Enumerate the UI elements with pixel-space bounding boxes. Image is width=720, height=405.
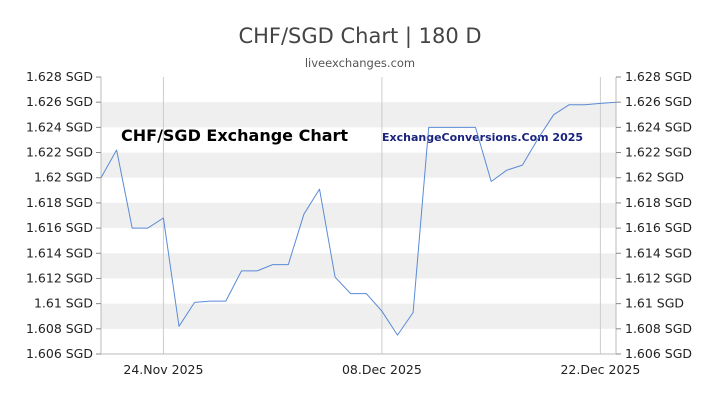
grid-band [101, 304, 616, 329]
y-tick-label: 1.62 SGD [34, 170, 93, 185]
y-tick-label: 1.622 SGD [26, 145, 93, 160]
y-tick-label-right: 1.62 SGD [625, 170, 684, 185]
grid-band [101, 253, 616, 278]
y-tick-label-right: 1.606 SGD [625, 346, 692, 361]
y-tick-label: 1.61 SGD [34, 296, 93, 311]
grid-band [101, 153, 616, 178]
y-tick-label-right: 1.622 SGD [625, 145, 692, 160]
y-tick-label-right: 1.614 SGD [625, 245, 692, 260]
y-tick-label: 1.628 SGD [26, 69, 93, 84]
y-tick-label: 1.608 SGD [26, 321, 93, 336]
grid-band [101, 102, 616, 127]
y-tick-label: 1.616 SGD [26, 220, 93, 235]
watermark-left: CHF/SGD Exchange Chart [121, 126, 348, 145]
y-tick-label-right: 1.616 SGD [625, 220, 692, 235]
y-tick-label: 1.624 SGD [26, 119, 93, 134]
y-axis-right: 1.606 SGD 1.608 SGD 1.61 SGD 1.612 SGD 1.614… [616, 69, 692, 361]
y-axis-left: 1.606 SGD 1.608 SGD 1.61 SGD 1.612 SGD 1.614… [26, 69, 101, 361]
y-tick-label-right: 1.624 SGD [625, 119, 692, 134]
y-tick-label: 1.612 SGD [26, 270, 93, 285]
watermark-right: ExchangeConversions.Com 2025 [382, 131, 583, 144]
y-tick-label-right: 1.626 SGD [625, 94, 692, 109]
y-tick-label-right: 1.618 SGD [625, 195, 692, 210]
y-tick-label-right: 1.628 SGD [625, 69, 692, 84]
x-tick-label: 08.Dec 2025 [342, 362, 422, 377]
y-tick-label: 1.626 SGD [26, 94, 93, 109]
y-tick-label-right: 1.608 SGD [625, 321, 692, 336]
grid-band [101, 203, 616, 228]
y-tick-label: 1.614 SGD [26, 245, 93, 260]
y-tick-label-right: 1.61 SGD [625, 296, 684, 311]
y-tick-label-right: 1.612 SGD [625, 270, 692, 285]
y-tick-label: 1.618 SGD [26, 195, 93, 210]
x-tick-label: 24.Nov 2025 [123, 362, 203, 377]
x-axis: 24.Nov 2025 08.Dec 2025 22.Dec 2025 [123, 362, 640, 377]
x-tick-label: 22.Dec 2025 [560, 362, 640, 377]
y-tick-label: 1.606 SGD [26, 346, 93, 361]
